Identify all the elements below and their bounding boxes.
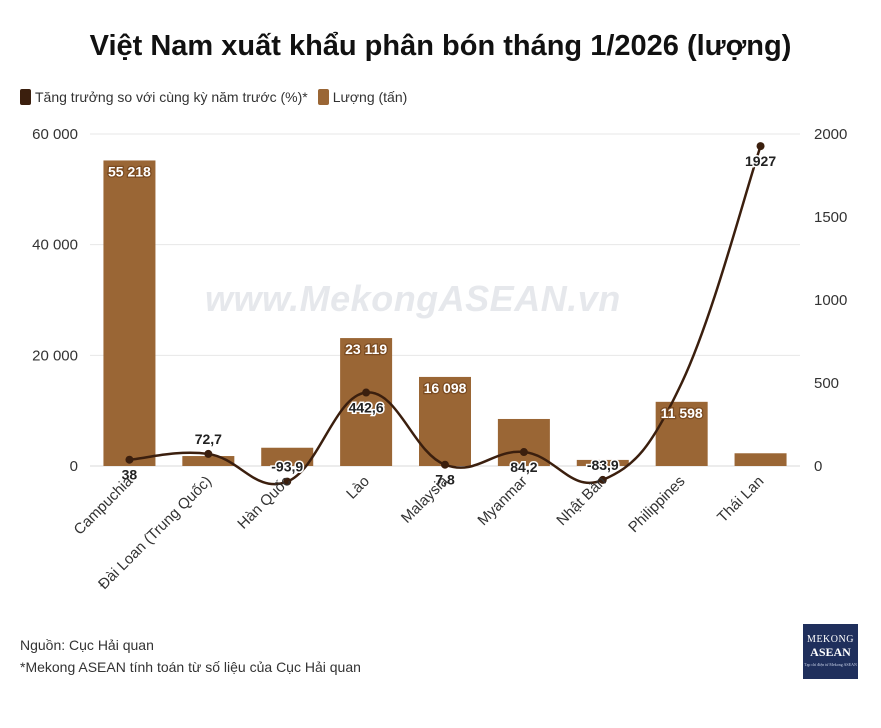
growth-data-label: 38 [122, 467, 138, 483]
y-right-tick-label: 1000 [814, 292, 847, 309]
x-tick-label: Myanmar [474, 473, 530, 529]
y-right-tick-label: 500 [814, 375, 839, 392]
x-tick-label: Philippines [625, 473, 688, 536]
y-right-tick-label: 0 [814, 458, 822, 475]
logo-line-3: Tạp chí điện tử Mekong ASEAN [804, 662, 857, 667]
chart-title: Việt Nam xuất khẩu phân bón tháng 1/2026… [89, 30, 792, 62]
legend-swatch-volume [317, 89, 329, 105]
y-right-tick-label: 2000 [814, 126, 847, 143]
growth-point [519, 448, 528, 457]
legend-item-growth[interactable]: Tăng trưởng so với cùng kỳ năm trước (%)… [20, 89, 308, 105]
growth-point [362, 388, 371, 397]
growth-data-label: 72,7 [195, 431, 222, 447]
bar [655, 401, 708, 466]
watermark: www.MekongASEAN.vn [205, 278, 621, 319]
y-left-tick-label: 40 000 [32, 237, 78, 254]
legend: Tăng trưởng so với cùng kỳ năm trước (%)… [20, 89, 417, 105]
bar [734, 453, 787, 466]
growth-point [204, 449, 213, 458]
combo-chart: 0 20 000 40 000 60 000 0 500 1000 1500 2000 55 21… [32, 126, 847, 593]
bar-data-label: 11 598 [661, 405, 703, 421]
legend-label-growth: Tăng trưởng so với cùng kỳ năm trước (%)… [35, 89, 308, 105]
bar-data-label: 16 098 [424, 380, 467, 396]
x-tick-label: Campuchia [71, 472, 137, 538]
growth-data-label: 1927 [745, 153, 776, 169]
growth-data-label: -93,9 [271, 459, 303, 475]
growth-point [598, 475, 607, 484]
legend-item-volume[interactable]: Lượng (tấn) [317, 89, 408, 105]
mekong-asean-logo: MEKONG ASEAN Tạp chí điện tử Mekong ASEA… [803, 624, 858, 679]
y-right-tick-label: 1500 [814, 209, 847, 226]
legend-swatch-growth [20, 89, 31, 105]
growth-point [125, 455, 134, 464]
bar [576, 459, 629, 466]
y-left-tick-label: 20 000 [32, 347, 78, 364]
y-left-tick-label: 60 000 [32, 126, 78, 143]
logo-line-1: MEKONG [807, 634, 854, 645]
y-left-tick-label: 0 [70, 458, 78, 475]
growth-line [129, 145, 762, 486]
growth-data-label: -83,9 [587, 457, 619, 473]
x-tick-label: Lào [343, 473, 373, 503]
logo-line-2: ASEAN [810, 645, 851, 659]
bar [103, 160, 156, 467]
source-line-1: Nguồn: Cục Hải quan [20, 637, 154, 653]
bar [182, 456, 235, 466]
bar-data-label: 23 119 [345, 341, 387, 357]
source-note: Nguồn: Cục Hải quan *Mekong ASEAN tính t… [20, 634, 361, 678]
bar [261, 447, 314, 466]
x-tick-label: Malaysia [398, 472, 452, 526]
growth-data-label: 7,8 [435, 472, 455, 488]
source-line-2: *Mekong ASEAN tính toán từ số liệu của C… [20, 659, 361, 675]
bar-data-label: 55 218 [108, 163, 151, 179]
growth-point [441, 460, 449, 469]
growth-data-label: 84,2 [510, 459, 537, 475]
growth-point [756, 142, 765, 151]
x-tick-label: Thái Lan [714, 473, 767, 526]
legend-label-volume: Lượng (tấn) [332, 89, 408, 105]
growth-point [283, 477, 292, 486]
growth-data-label: 442,6 [349, 400, 384, 416]
